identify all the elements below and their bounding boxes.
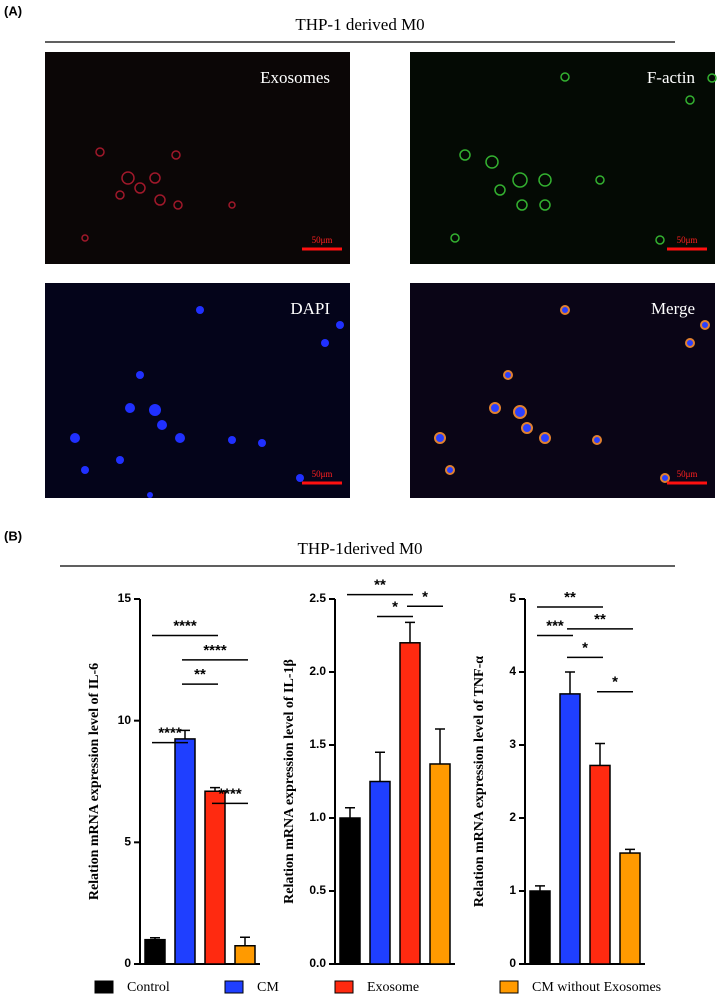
significance-label: **** <box>218 785 242 802</box>
error-bar <box>150 936 160 940</box>
cells <box>81 147 236 242</box>
legend-label: Control <box>127 980 170 995</box>
significance-label: **** <box>203 642 227 659</box>
bar <box>174 738 196 965</box>
significance-label: *** <box>546 617 564 634</box>
legend-swatch <box>224 980 244 994</box>
y-axis-label: Relation mRNA expression level of IL-6 <box>87 663 102 900</box>
error-bar <box>345 807 355 818</box>
bar <box>589 764 611 965</box>
significance-label: ** <box>194 666 206 683</box>
scale-bar-label: 50μm <box>312 469 333 479</box>
error-bar <box>240 936 250 946</box>
significance-label: **** <box>173 617 197 634</box>
error-bar <box>180 729 190 739</box>
legend-swatch <box>334 980 354 994</box>
legend-swatch <box>499 980 519 994</box>
panel-label: (A) <box>4 3 22 18</box>
image-bg <box>45 52 350 264</box>
legend-label: CM <box>257 980 279 995</box>
significance-label: ** <box>374 577 386 594</box>
y-tick-label: 0.5 <box>309 883 326 897</box>
panel-title: THP-1 derived M0 <box>295 15 424 34</box>
significance-label: ** <box>594 611 606 628</box>
image-bg <box>410 283 715 498</box>
bar <box>559 693 581 965</box>
significance-label: **** <box>158 725 182 742</box>
y-tick-label: 15 <box>118 591 132 605</box>
significance-label: ** <box>564 589 576 606</box>
panel-title: THP-1derived M0 <box>297 539 422 558</box>
error-bar <box>435 728 445 764</box>
merged-cells <box>434 305 710 483</box>
error-bar <box>565 671 575 694</box>
image-merge <box>410 283 715 498</box>
error-bar <box>535 885 545 891</box>
error-bar <box>625 848 635 854</box>
y-tick-label: 5 <box>509 591 516 605</box>
y-tick-label: 0 <box>509 956 516 970</box>
image-label: DAPI <box>290 299 330 318</box>
significance-label: * <box>582 639 588 656</box>
panel-label: (B) <box>4 528 22 543</box>
image-label: Merge <box>651 299 695 318</box>
error-bar <box>375 751 385 782</box>
bar <box>529 890 551 965</box>
y-tick-label: 2.5 <box>309 591 326 605</box>
bar <box>399 642 421 965</box>
y-tick-label: 3 <box>509 737 516 751</box>
bar <box>619 852 641 965</box>
y-tick-label: 0.0 <box>309 956 326 970</box>
legend-label: CM without Exosomes <box>532 980 661 995</box>
error-bar <box>210 786 220 792</box>
y-tick-label: 1.5 <box>309 737 326 751</box>
y-tick-label: 2.0 <box>309 664 326 678</box>
y-axis-label: Relation mRNA expression level of IL-1β <box>282 659 297 904</box>
image-label: Exosomes <box>260 68 330 87</box>
y-tick-label: 1 <box>509 883 516 897</box>
bar <box>204 790 226 965</box>
image-dapi <box>45 283 350 498</box>
scale-bar-label: 50μm <box>677 469 698 479</box>
image-label: F-actin <box>647 68 696 87</box>
legend-label: Exosome <box>367 980 419 995</box>
bar <box>429 763 451 965</box>
bar <box>369 780 391 965</box>
legend-swatch <box>94 980 114 994</box>
y-tick-label: 5 <box>124 835 131 849</box>
bar <box>339 817 361 965</box>
y-axis-label: Relation mRNA expression level of TNF-α <box>472 656 487 907</box>
scale-bar-label: 50μm <box>677 235 698 245</box>
image-exosomes <box>45 52 350 264</box>
y-tick-label: 1.0 <box>309 810 326 824</box>
y-tick-label: 4 <box>509 664 516 678</box>
cells <box>450 72 717 245</box>
error-bar <box>595 742 605 766</box>
image-factin <box>410 52 717 264</box>
scale-bar-label: 50μm <box>312 235 333 245</box>
y-tick-label: 0 <box>124 956 131 970</box>
significance-label: * <box>422 588 428 605</box>
y-tick-label: 2 <box>509 810 516 824</box>
bar <box>234 945 256 965</box>
nuclei <box>70 306 344 498</box>
significance-label: * <box>612 674 618 691</box>
image-bg <box>45 283 350 498</box>
significance-label: * <box>392 598 398 615</box>
bar <box>144 938 166 965</box>
y-tick-label: 10 <box>118 713 132 727</box>
error-bar <box>405 621 415 643</box>
